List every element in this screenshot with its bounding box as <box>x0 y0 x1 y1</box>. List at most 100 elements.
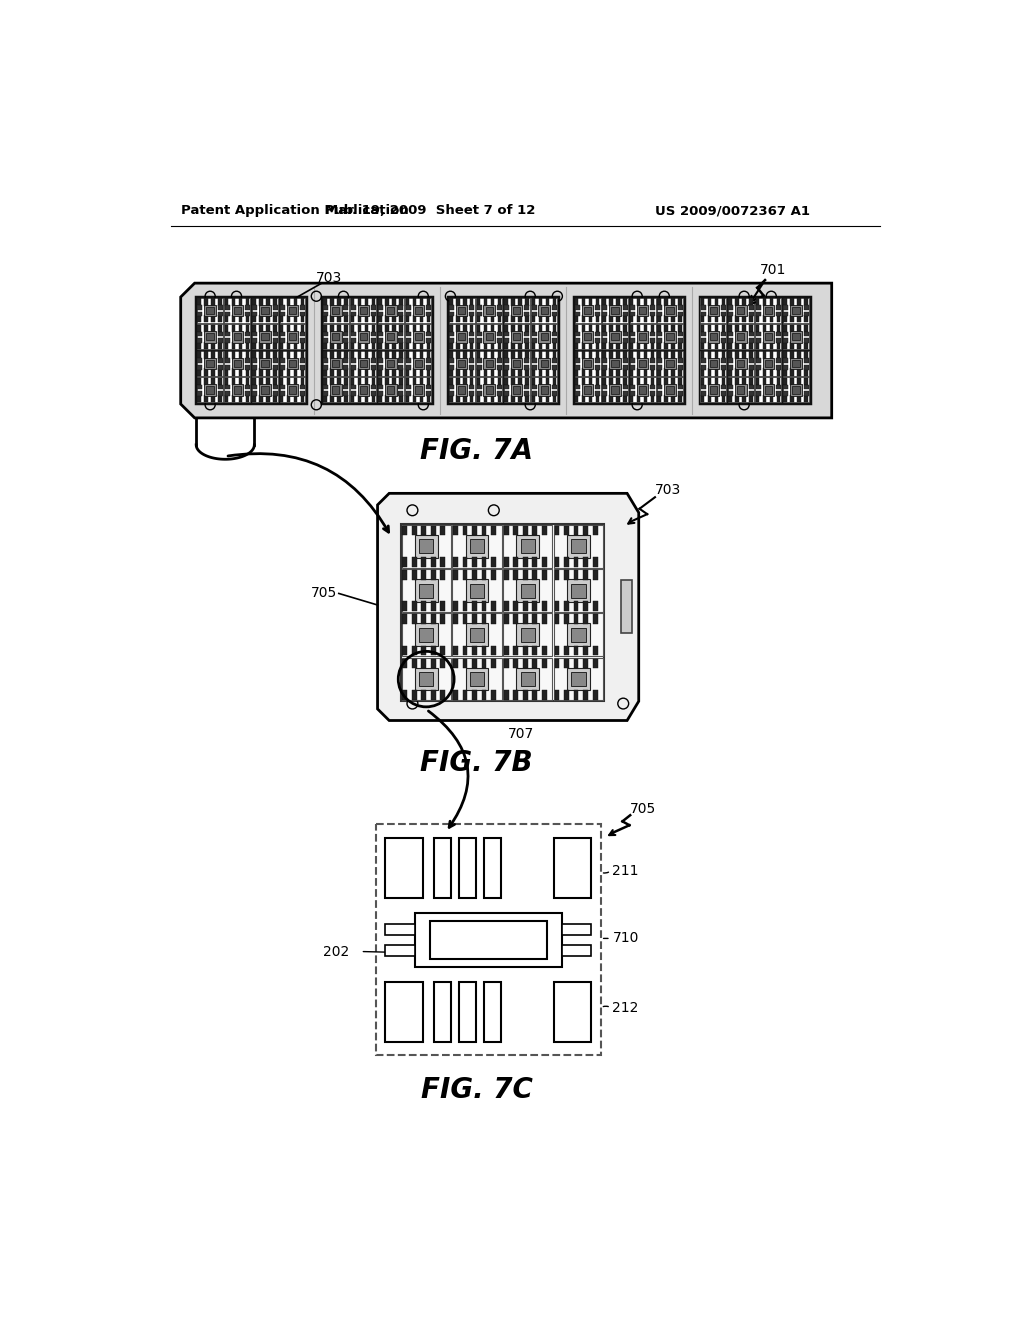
Bar <box>715 378 718 385</box>
Bar <box>280 358 285 363</box>
Bar <box>218 395 222 403</box>
Bar <box>552 331 557 337</box>
Bar <box>602 342 606 348</box>
Bar <box>198 351 201 359</box>
Bar <box>450 298 453 306</box>
Bar <box>378 351 403 376</box>
Bar <box>422 525 426 536</box>
Bar <box>481 690 486 700</box>
Text: FIG. 7A: FIG. 7A <box>420 437 534 465</box>
Bar <box>750 368 753 376</box>
Bar <box>422 557 426 566</box>
Bar <box>582 325 586 333</box>
Bar <box>637 378 640 385</box>
Bar <box>420 368 423 376</box>
Bar <box>602 298 628 323</box>
Bar <box>584 360 591 367</box>
Bar <box>351 395 354 403</box>
Bar <box>431 659 436 668</box>
Bar <box>567 579 590 602</box>
Bar <box>413 351 416 359</box>
Bar <box>350 298 376 323</box>
Bar <box>406 298 410 306</box>
Bar <box>504 378 508 385</box>
Bar <box>365 378 369 385</box>
Bar <box>650 312 655 317</box>
Bar <box>728 368 732 376</box>
Bar <box>324 338 328 343</box>
Bar <box>584 614 588 624</box>
Bar <box>722 368 725 376</box>
Bar <box>728 325 732 333</box>
Bar <box>217 358 222 363</box>
Bar <box>239 315 243 322</box>
Bar <box>453 614 458 624</box>
Bar <box>350 325 376 350</box>
Bar <box>456 358 467 370</box>
Bar <box>616 342 620 348</box>
Bar <box>555 602 559 611</box>
Bar <box>503 569 552 612</box>
Bar <box>699 297 810 404</box>
Bar <box>595 391 600 396</box>
Bar <box>246 368 249 376</box>
Bar <box>398 364 403 370</box>
Bar <box>413 305 424 315</box>
Bar <box>791 384 802 396</box>
Bar <box>225 331 229 337</box>
Bar <box>539 298 542 306</box>
Bar <box>644 325 647 333</box>
Bar <box>728 351 732 359</box>
Bar <box>783 325 786 333</box>
Bar <box>791 368 794 376</box>
Bar <box>476 351 480 359</box>
Bar <box>211 298 215 306</box>
Bar <box>602 395 606 403</box>
Bar <box>523 645 527 656</box>
Bar <box>555 614 559 624</box>
Bar <box>350 378 376 403</box>
Bar <box>783 325 809 350</box>
Bar <box>392 378 395 385</box>
Bar <box>289 360 296 367</box>
Text: FIG. 7C: FIG. 7C <box>421 1076 532 1104</box>
Bar <box>466 623 488 647</box>
Bar <box>217 364 222 370</box>
Bar <box>596 368 599 376</box>
Bar <box>337 342 341 348</box>
Bar <box>728 305 733 310</box>
Bar <box>708 351 712 359</box>
Bar <box>483 368 487 376</box>
Bar <box>378 342 382 348</box>
Bar <box>481 645 486 656</box>
Bar <box>385 838 423 899</box>
Bar <box>700 331 706 337</box>
Bar <box>420 325 423 333</box>
Bar <box>504 378 529 403</box>
Bar <box>679 395 682 403</box>
Bar <box>667 360 674 367</box>
Bar <box>523 570 527 579</box>
Bar <box>357 358 369 370</box>
Bar <box>584 333 591 341</box>
Bar <box>261 387 268 393</box>
Bar <box>402 614 408 624</box>
Bar <box>574 312 580 317</box>
Bar <box>207 360 214 367</box>
Bar <box>763 331 774 343</box>
Bar <box>541 387 548 393</box>
Bar <box>399 325 402 333</box>
Bar <box>503 657 552 701</box>
Bar <box>472 659 477 668</box>
Bar <box>231 368 236 376</box>
Bar <box>294 368 297 376</box>
Bar <box>804 358 809 363</box>
Bar <box>450 325 453 333</box>
Bar <box>523 690 527 700</box>
Bar <box>351 351 354 359</box>
Bar <box>385 305 396 315</box>
Bar <box>426 358 431 363</box>
Bar <box>593 570 598 579</box>
Bar <box>596 351 599 359</box>
Bar <box>756 315 760 322</box>
